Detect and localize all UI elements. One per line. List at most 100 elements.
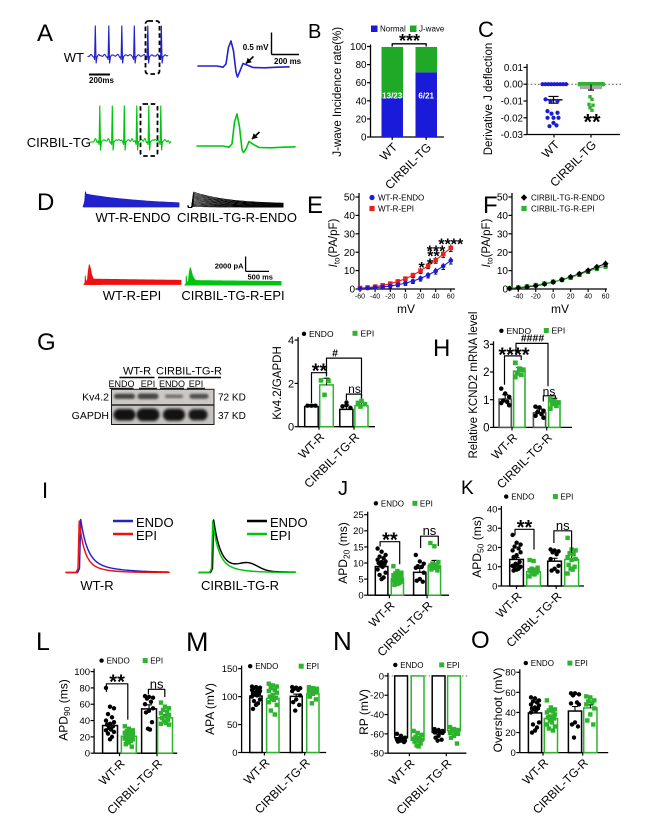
svg-text:20: 20 xyxy=(344,248,356,259)
svg-text:**: ** xyxy=(382,530,398,552)
svg-text:0: 0 xyxy=(288,422,294,434)
svg-text:50: 50 xyxy=(227,720,238,731)
svg-text:0: 0 xyxy=(232,748,237,759)
svg-text:10: 10 xyxy=(487,562,498,573)
svg-text:-60: -60 xyxy=(370,729,384,740)
svg-text:I: I xyxy=(42,478,48,503)
svg-text:WT-R-EPI: WT-R-EPI xyxy=(103,288,162,303)
svg-text:CIRBIL-TG: CIRBIL-TG xyxy=(27,135,91,150)
svg-text:-60: -60 xyxy=(355,294,365,301)
svg-text:50: 50 xyxy=(497,193,509,204)
svg-text:2: 2 xyxy=(483,367,489,379)
svg-text:****: **** xyxy=(438,237,464,254)
svg-text:CIRBIL-TG-R-ENDO: CIRBIL-TG-R-ENDO xyxy=(531,194,605,203)
svg-text:20: 20 xyxy=(505,728,516,739)
svg-text:D: D xyxy=(37,189,54,216)
svg-text:#: # xyxy=(332,347,338,359)
svg-text:37 KD: 37 KD xyxy=(218,411,246,422)
svg-text:72 KD: 72 KD xyxy=(218,393,246,404)
svg-text:**: ** xyxy=(517,517,533,539)
svg-text:EPI: EPI xyxy=(575,659,588,668)
svg-text:-40: -40 xyxy=(370,710,384,721)
svg-text:ns: ns xyxy=(556,518,570,533)
svg-text:1: 1 xyxy=(483,395,489,407)
svg-text:EPI: EPI xyxy=(136,528,157,543)
svg-text:40: 40 xyxy=(487,504,498,515)
svg-text:Ito(PA/pF): Ito(PA/pF) xyxy=(481,219,495,268)
svg-text:Kv4.2/GAPDH: Kv4.2/GAPDH xyxy=(272,346,284,420)
svg-text:RP (mV): RP (mV) xyxy=(357,689,371,735)
svg-text:G: G xyxy=(37,329,56,356)
svg-text:APD90 (ms): APD90 (ms) xyxy=(57,679,73,740)
svg-text:APA (mV): APA (mV) xyxy=(203,683,217,735)
svg-text:ENDO: ENDO xyxy=(270,515,308,530)
svg-text:EPI: EPI xyxy=(447,661,460,670)
svg-text:K: K xyxy=(461,478,474,499)
svg-text:N: N xyxy=(333,626,352,656)
svg-text:0: 0 xyxy=(349,285,355,296)
svg-text:A: A xyxy=(37,20,53,47)
svg-text:-80: -80 xyxy=(370,749,384,760)
svg-text:40: 40 xyxy=(497,211,509,222)
svg-text:ENDO: ENDO xyxy=(400,661,423,670)
svg-text:-0.03: -0.03 xyxy=(501,130,524,141)
svg-text:100: 100 xyxy=(222,692,238,703)
svg-text:20: 20 xyxy=(567,294,575,301)
svg-text:ENDO: ENDO xyxy=(107,657,130,666)
svg-text:H: H xyxy=(433,335,450,362)
svg-text:Relative KCND2 mRNA level: Relative KCND2 mRNA level xyxy=(468,312,480,459)
svg-text:J-wave Incidence rate(%): J-wave Incidence rate(%) xyxy=(332,27,344,157)
svg-text:mV: mV xyxy=(397,302,415,316)
svg-text:C: C xyxy=(478,17,494,42)
svg-text:***: *** xyxy=(427,244,446,261)
svg-text:0: 0 xyxy=(492,581,497,592)
svg-text:0: 0 xyxy=(502,285,508,296)
svg-text:0.01: 0.01 xyxy=(504,63,523,74)
svg-text:**: ** xyxy=(312,361,328,383)
svg-text:CIRBIL-TG-R-ENDO: CIRBIL-TG-R-ENDO xyxy=(177,210,297,225)
svg-text:J-wave: J-wave xyxy=(419,25,445,34)
svg-text:*: * xyxy=(418,260,425,277)
svg-text:20: 20 xyxy=(487,543,498,554)
svg-text:-0.01: -0.01 xyxy=(501,97,523,108)
svg-text:60: 60 xyxy=(356,78,367,89)
svg-text:E: E xyxy=(307,192,323,219)
svg-text:WT-R-ENDO: WT-R-ENDO xyxy=(378,194,424,203)
svg-text:**: ** xyxy=(427,249,440,266)
svg-text:WT-R-EPI: WT-R-EPI xyxy=(378,205,414,214)
svg-text:0.00: 0.00 xyxy=(504,80,524,91)
svg-text:EPI: EPI xyxy=(420,499,433,508)
svg-text:mV: mV xyxy=(551,302,569,316)
svg-text:30: 30 xyxy=(487,524,498,535)
svg-text:WT-R-ENDO: WT-R-ENDO xyxy=(95,210,170,225)
svg-text:-20: -20 xyxy=(370,691,384,702)
svg-text:Normal: Normal xyxy=(380,25,406,34)
svg-text:Overshoot (mV): Overshoot (mV) xyxy=(491,668,505,753)
svg-text:EPI: EPI xyxy=(306,662,319,671)
svg-text:ENDO: ENDO xyxy=(531,659,554,668)
svg-text:4: 4 xyxy=(288,335,294,347)
svg-text:GAPDH: GAPDH xyxy=(72,410,109,422)
svg-text:10: 10 xyxy=(497,266,509,277)
svg-text:0: 0 xyxy=(551,294,555,301)
svg-text:Kv4.2: Kv4.2 xyxy=(82,392,109,404)
svg-text:60: 60 xyxy=(505,688,516,699)
svg-text:WT-R: WT-R xyxy=(80,578,113,593)
svg-text:ENDO: ENDO xyxy=(136,515,174,530)
svg-text:5: 5 xyxy=(358,575,363,586)
svg-text:100: 100 xyxy=(74,667,90,678)
svg-text:40: 40 xyxy=(505,708,516,719)
svg-text:2: 2 xyxy=(288,378,294,390)
svg-text:2000 pA: 2000 pA xyxy=(215,262,244,271)
svg-text:WT-R: WT-R xyxy=(123,366,151,378)
svg-text:****: **** xyxy=(498,345,529,367)
svg-text:-40: -40 xyxy=(513,294,523,301)
svg-text:200ms: 200ms xyxy=(89,76,114,85)
svg-text:ENDO: ENDO xyxy=(159,379,185,389)
svg-text:F: F xyxy=(483,192,498,219)
svg-text:15: 15 xyxy=(353,542,364,553)
svg-text:50: 50 xyxy=(344,193,356,204)
svg-text:**: ** xyxy=(109,672,125,694)
svg-text:ENDO: ENDO xyxy=(381,499,404,508)
svg-text:EPI: EPI xyxy=(150,657,163,666)
